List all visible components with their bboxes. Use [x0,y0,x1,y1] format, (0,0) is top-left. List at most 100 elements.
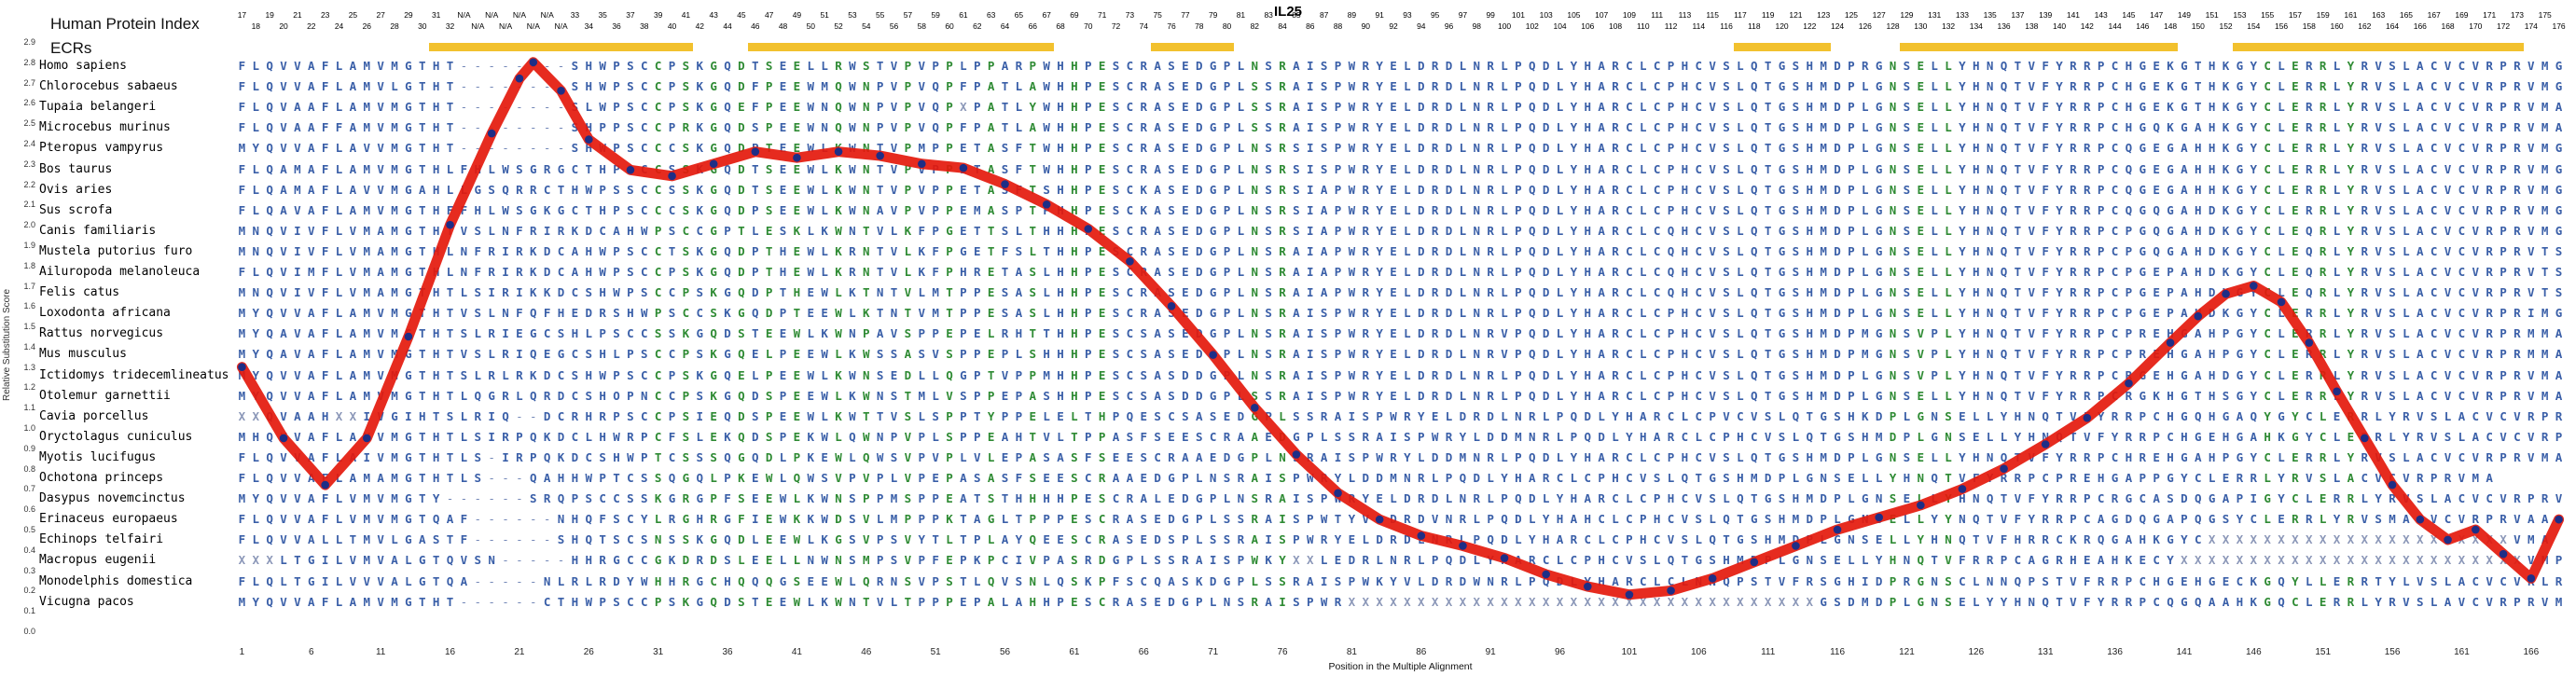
species-name: Monodelphis domestica [39,573,193,588]
residue: P [1223,120,1231,135]
residue: A [960,491,967,506]
residue: N [488,553,495,568]
residue: S [1265,347,1272,362]
residue: G [419,553,426,568]
residue: L [904,243,912,258]
y-axis-tick: 0.0 [23,627,35,636]
residue: L [1015,79,1023,94]
residue: R [2514,449,2521,464]
residue: P [682,347,690,362]
residue: V [1945,553,1952,568]
residue: A [2472,429,2480,444]
residue: R [2070,202,2077,217]
ecr-bar [1900,43,2178,51]
residue: R [1279,120,1286,135]
residue: P [974,429,981,444]
residue: P [876,532,884,547]
residue: G [391,408,398,423]
residue: M [238,285,246,300]
residue: C [2139,491,2147,506]
residue: C [2430,79,2438,94]
residue: K [807,512,815,527]
residue: V [2472,367,2480,382]
residue: N [1487,573,1494,588]
residue: P [960,326,967,341]
residue: V [2070,573,2077,588]
residue: S [1265,59,1272,73]
residue: C [1667,573,1675,588]
residue: Q [835,100,842,115]
residue: V [2528,243,2535,258]
residue: C [2417,512,2424,527]
residue: L [2319,573,2327,588]
residue: S [918,347,926,362]
residue: L [335,79,343,94]
residue: L [1945,141,1952,156]
residue: T [876,408,884,423]
residue: V [294,512,301,527]
residue: I [1307,243,1314,258]
residue: T [1737,512,1744,527]
residue: L [1459,326,1467,341]
residue: E [1182,202,1189,217]
residue: N [1459,491,1467,506]
residue: D [1445,120,1453,135]
residue: M [1820,449,1827,464]
residue: S [1334,429,1342,444]
residue: Y [1376,182,1383,197]
residue: Y [1390,573,1397,588]
residue: N [1889,202,1897,217]
residue: Y [2347,79,2355,94]
residue: A [1001,429,1009,444]
residue: I [1265,532,1272,547]
residue: Q [2000,182,2008,197]
residue: Q [1529,120,1536,135]
residue: P [1112,408,1120,423]
residue: S [1168,306,1175,321]
residue: - [474,120,482,135]
residue: S [1265,223,1272,238]
residue: H [585,79,593,94]
residue: C [2430,202,2438,217]
residue: A [308,182,315,197]
residue: K [696,141,704,156]
residue: H [2208,79,2216,94]
residue: S [1154,553,1161,568]
residue: D [1445,388,1453,403]
residue: L [1640,265,1647,279]
residue: D [1834,326,1841,341]
residue: S [1792,367,1800,382]
residue: M [363,306,371,321]
residue: R [2555,408,2563,423]
residue: V [1709,347,1716,362]
residue: L [1737,306,1744,321]
residue: P [946,161,953,176]
residue: C [2430,347,2438,362]
hpi-number: 112 [1664,21,1678,31]
hpi-number: 87 [1319,10,1329,20]
residue: F [238,532,246,547]
residue: M [363,491,371,506]
residue: G [1875,449,1883,464]
residue: Y [1959,100,1966,115]
residue: C [2236,573,2244,588]
residue: S [1029,471,1037,485]
residue: L [1459,141,1467,156]
residue: D [1418,79,1425,94]
residue: S [682,59,690,73]
residue: Q [2000,120,2008,135]
residue: L [890,223,898,238]
residue: L [1501,182,1508,197]
x-axis-tick: 21 [514,647,525,657]
residue: G [1778,367,1786,382]
residue: K [530,243,537,258]
residue: E [793,347,801,362]
residue: - [530,141,537,156]
residue: V [1695,491,1703,506]
residue: D [1445,141,1453,156]
residue: A [2417,202,2424,217]
residue: K [724,306,731,321]
residue: Q [2306,243,2313,258]
residue: G [946,223,953,238]
residue: G [405,265,412,279]
